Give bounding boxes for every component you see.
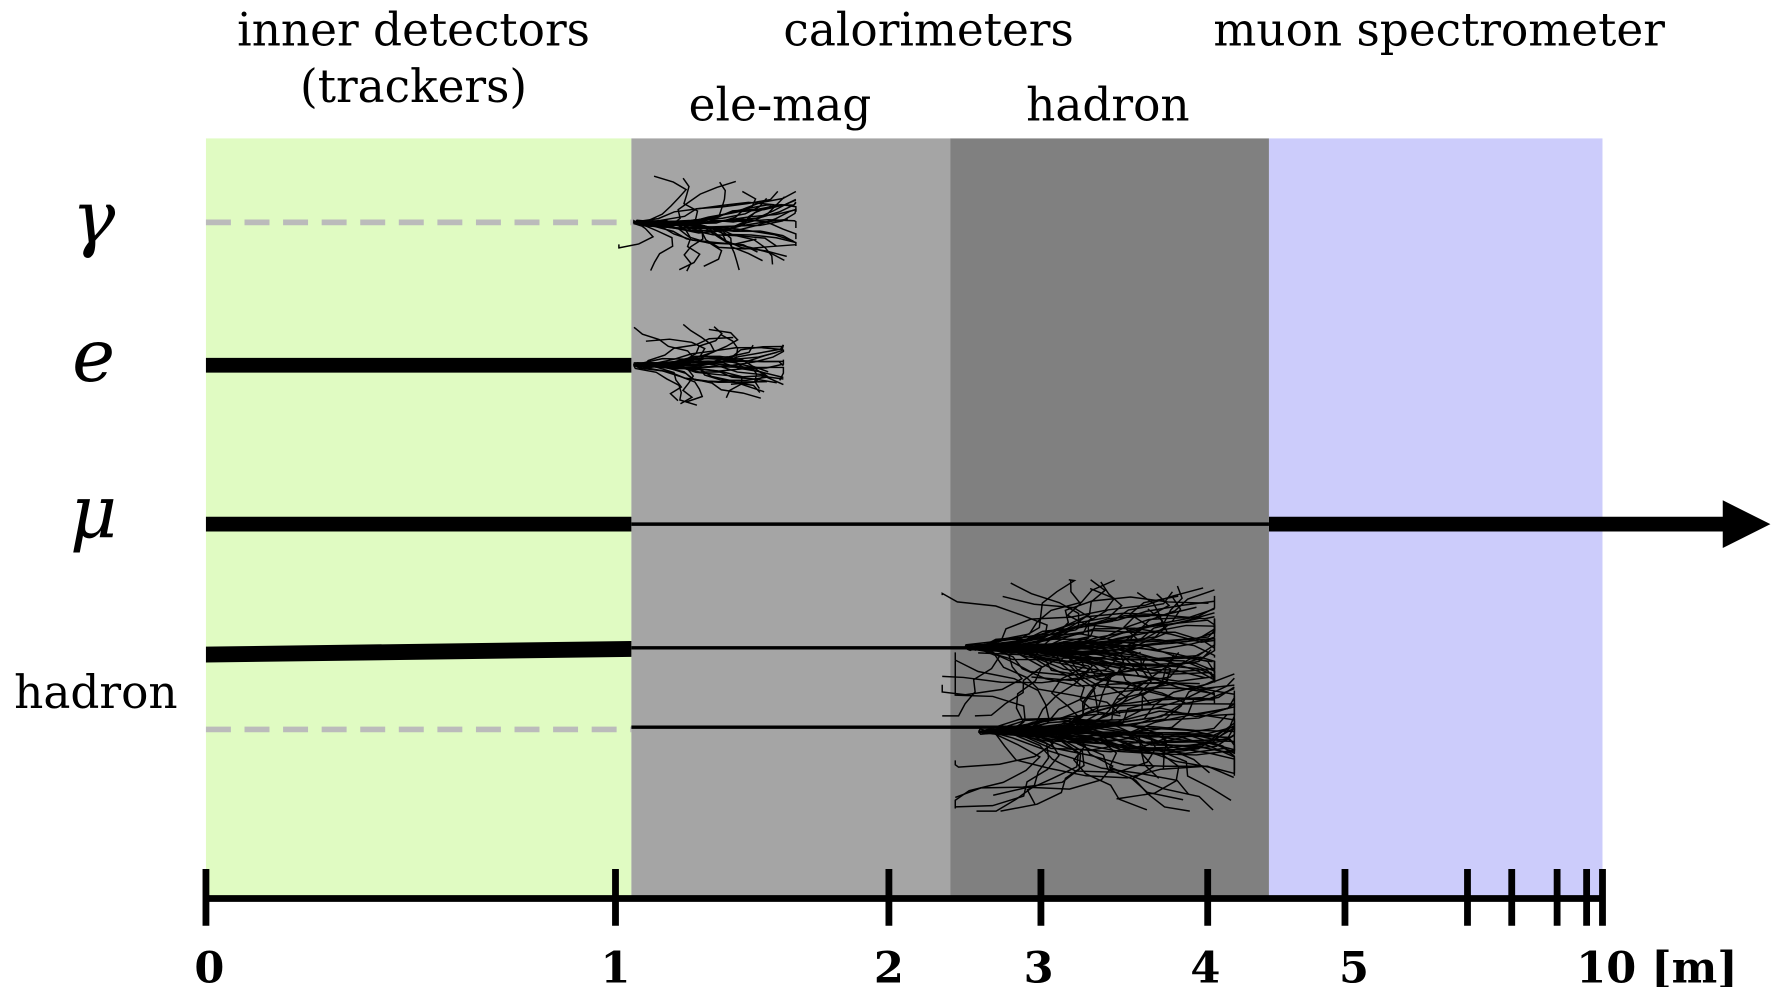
axis-ticks (202, 869, 1606, 926)
particle-label: γ (72, 177, 116, 261)
shower-track (633, 181, 727, 225)
shower-track (978, 673, 1235, 735)
shower-track (978, 731, 1214, 811)
tick-label: 4 (1190, 943, 1220, 987)
shower-track (978, 730, 1235, 755)
tick-label: 3 (1024, 943, 1054, 987)
shower-track (633, 351, 778, 367)
shower-track (978, 679, 1215, 733)
shower-track (976, 731, 1050, 812)
region-label: muon spectrometer (1213, 3, 1665, 56)
shower-track (955, 731, 1060, 808)
shower-track (964, 579, 1107, 652)
region-label: calorimeters (783, 3, 1073, 56)
shower-track (978, 687, 1235, 733)
shower-track (954, 731, 1042, 809)
shower-track (633, 364, 765, 393)
region-label: hadron (1026, 78, 1190, 131)
shower-track (964, 595, 1216, 649)
particle-label: e (72, 315, 115, 399)
shower-track (964, 591, 1174, 649)
shower-track (633, 349, 785, 368)
shower-track (633, 190, 779, 225)
showers (618, 175, 1236, 812)
shower-track (978, 731, 1202, 779)
shower-track (978, 721, 1236, 751)
shower-track (632, 364, 698, 406)
shower-track (978, 728, 1236, 755)
region-label: (trackers) (300, 60, 527, 113)
shower-track (633, 364, 704, 403)
shower-track (978, 728, 1180, 800)
shower-track (633, 222, 704, 272)
shower-track (964, 595, 1093, 649)
em-calorimeter-region (631, 138, 951, 897)
hadron-calorimeter-region (950, 138, 1269, 897)
shower-track (964, 637, 1216, 660)
shower-track (633, 175, 688, 225)
particle-label: μ (70, 472, 117, 556)
arrowhead (1722, 500, 1771, 548)
tick-label: 10 [m] (1576, 943, 1737, 987)
tick-label: 0 (194, 943, 224, 987)
charged-hadron-track (205, 640, 632, 663)
tick-label: 1 (600, 943, 630, 987)
shower-track (964, 645, 1216, 680)
tick-label: 5 (1339, 943, 1369, 987)
shower-track (978, 651, 1095, 734)
shower-track (978, 697, 1235, 733)
shower-track (633, 218, 788, 232)
region-label: ele-mag (689, 78, 872, 131)
shower-track (633, 219, 757, 245)
shower-track (964, 638, 1216, 658)
shower-track (978, 699, 1195, 734)
shower-track (978, 731, 1235, 779)
region-label: inner detectors (237, 3, 590, 56)
shower-track (633, 326, 695, 367)
shower-track (633, 219, 797, 229)
particle-label: hadron (14, 666, 178, 719)
shower-track (633, 344, 785, 367)
tick-label: 2 (874, 943, 904, 987)
